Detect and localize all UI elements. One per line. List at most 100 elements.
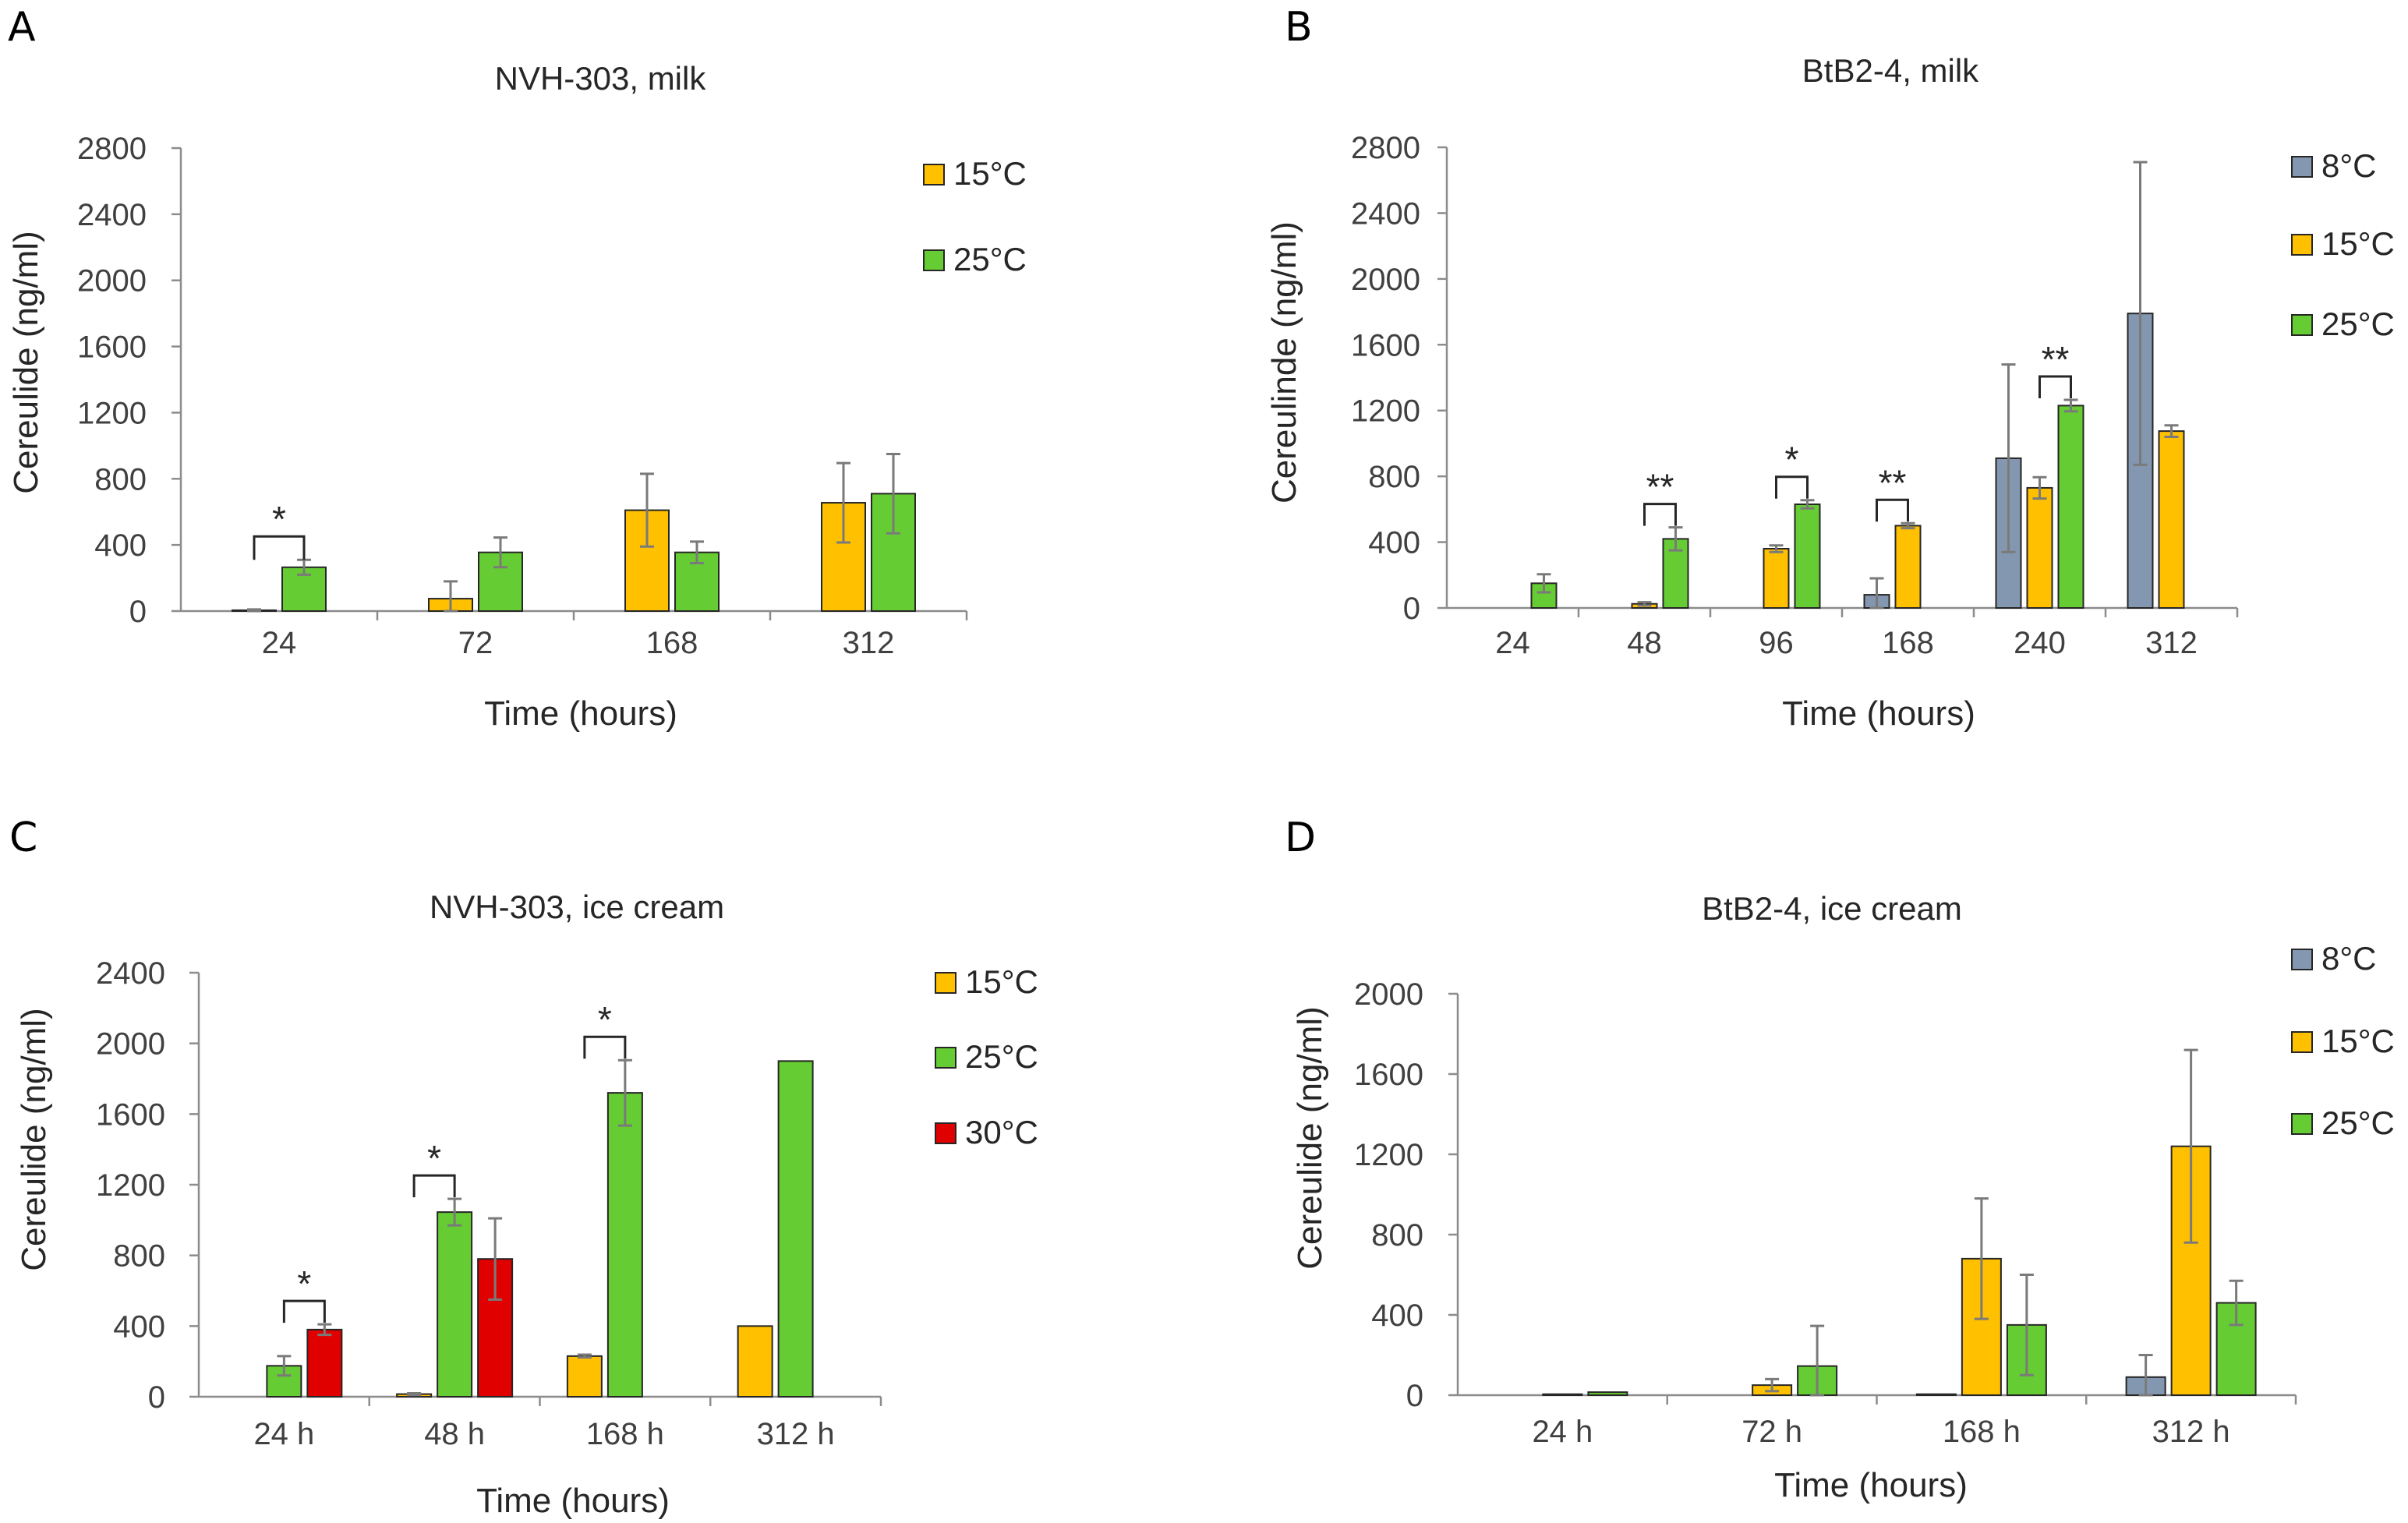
chart-title: BtB2-4, milk — [1802, 52, 1979, 89]
y-tick-label: 2400 — [96, 956, 165, 991]
bar-8c-168h — [1915, 1393, 1957, 1397]
error-bar — [277, 1355, 292, 1377]
x-tick-label: 24 — [1495, 626, 1530, 660]
chart-title: NVH-303, milk — [495, 60, 707, 97]
error-bar — [317, 1323, 332, 1337]
x-tick-label: 312 h — [757, 1417, 835, 1451]
error-bar — [1869, 577, 1884, 610]
error-bar — [577, 1353, 592, 1359]
legend-label: 15°C — [2321, 1023, 2395, 1059]
y-tick-label: 1600 — [77, 330, 147, 365]
y-axis-label: Cereulide (ng/ml) — [1291, 1006, 1329, 1269]
error-bar — [297, 558, 311, 576]
error-bar — [1769, 544, 1784, 553]
error-bar — [1800, 499, 1815, 510]
y-tick-label: 0 — [1403, 592, 1420, 626]
error-bar — [2183, 1048, 2198, 1244]
bar-15c-168h — [566, 1355, 603, 1398]
error-bar — [2063, 398, 2078, 413]
error-bar — [690, 540, 704, 564]
error-bar — [2001, 363, 2016, 553]
error-bar — [1901, 521, 1915, 530]
bar-25c-48h — [437, 1211, 473, 1398]
error-bar — [2229, 1279, 2244, 1327]
error-bar — [1765, 1377, 1780, 1393]
y-tick-label: 1600 — [96, 1097, 165, 1132]
error-bar — [493, 536, 507, 569]
x-tick-label: 312 h — [2152, 1415, 2230, 1449]
bar-15c-24h — [1542, 1393, 1583, 1397]
legend-label: 8°C — [2321, 940, 2377, 977]
y-tick-label: 2400 — [1351, 196, 1420, 231]
chart-panel-c: NVH-303, ice cream 0 400 800 1200 1600 2000 240… — [15, 889, 1038, 1520]
y-tick-label: 2800 — [1351, 131, 1420, 165]
significance-bracket — [282, 1299, 326, 1323]
x-tick-label: 48 h — [424, 1417, 485, 1451]
y-tick-label: 800 — [1371, 1218, 1423, 1253]
legend-swatch — [2291, 1113, 2313, 1135]
y-tick-label: 0 — [1406, 1379, 1423, 1413]
y-tick-label: 1600 — [1351, 328, 1420, 362]
significance-label: ** — [2042, 339, 2070, 380]
y-tick-label: 0 — [148, 1380, 165, 1415]
significance-bracket — [412, 1174, 456, 1198]
error-bar — [1974, 1197, 1989, 1320]
y-axis-label: Cereulinde (ng/ml) — [1265, 221, 1303, 504]
x-tick-label: 312 — [2145, 626, 2198, 660]
y-tick-label: 800 — [113, 1239, 165, 1274]
error-bar — [247, 608, 261, 613]
significance-bracket — [583, 1035, 627, 1059]
y-tick-label: 1200 — [1354, 1138, 1423, 1172]
error-bar — [617, 1058, 632, 1127]
error-bar — [2019, 1274, 2034, 1376]
error-bar — [488, 1217, 503, 1301]
y-tick-label: 0 — [129, 595, 147, 629]
y-tick-label: 400 — [94, 528, 147, 563]
significance-bracket — [1775, 475, 1809, 499]
significance-bracket — [2038, 375, 2072, 398]
significance-bracket — [1643, 503, 1677, 526]
error-bar — [2164, 424, 2179, 438]
error-bar — [836, 461, 850, 544]
error-bar — [407, 1391, 422, 1397]
bar-15c-240 — [2026, 486, 2053, 609]
bar-15c-312 — [2158, 430, 2185, 609]
y-tick-label: 2800 — [77, 132, 147, 166]
chart-panel-b: BtB2-4, milk 0 400 800 1200 1600 2000 2400 2800 C… — [1265, 52, 2395, 733]
error-bar — [2133, 161, 2148, 466]
bar-25c-240 — [2057, 405, 2084, 609]
x-axis-label: Time (hours) — [484, 694, 677, 733]
legend-swatch — [935, 1122, 956, 1144]
y-tick-label: 400 — [1368, 526, 1420, 560]
y-tick-label: 1200 — [1351, 394, 1420, 429]
legend-swatch — [923, 249, 945, 271]
panel-label-a: A — [8, 4, 36, 51]
y-tick-label: 1200 — [96, 1168, 165, 1203]
panel-label-b: B — [1285, 4, 1313, 51]
legend-label: 15°C — [965, 963, 1038, 1000]
legend-swatch — [2291, 949, 2313, 970]
bar-15c-168 — [1894, 525, 1922, 610]
y-tick-label: 1200 — [77, 396, 147, 430]
significance-bracket — [253, 535, 306, 560]
significance-label: * — [427, 1138, 441, 1178]
x-tick-label: 168 — [646, 626, 698, 660]
error-bar — [1810, 1324, 1825, 1397]
error-bar — [444, 580, 458, 613]
chart-panel-a: NVH-303, milk 0 400 800 1200 1600 2000 2400 2800… — [7, 60, 1027, 733]
significance-bracket — [1876, 498, 1909, 522]
legend-swatch — [2291, 314, 2313, 336]
bar-25c-168h — [606, 1092, 643, 1398]
bar-25c-24h — [1587, 1391, 1628, 1396]
significance-label: * — [598, 999, 612, 1040]
legend-swatch — [2291, 156, 2313, 178]
panel-label-d: D — [1285, 815, 1316, 861]
error-bar — [447, 1197, 462, 1227]
y-tick-label: 800 — [1368, 460, 1420, 494]
significance-label: * — [297, 1263, 311, 1304]
x-tick-label: 168 h — [586, 1417, 664, 1451]
legend-label: 25°C — [953, 241, 1027, 277]
x-axis-label: Time (hours) — [476, 1482, 670, 1520]
bar-15c-312h — [737, 1325, 773, 1398]
y-tick-label: 2000 — [77, 264, 147, 299]
